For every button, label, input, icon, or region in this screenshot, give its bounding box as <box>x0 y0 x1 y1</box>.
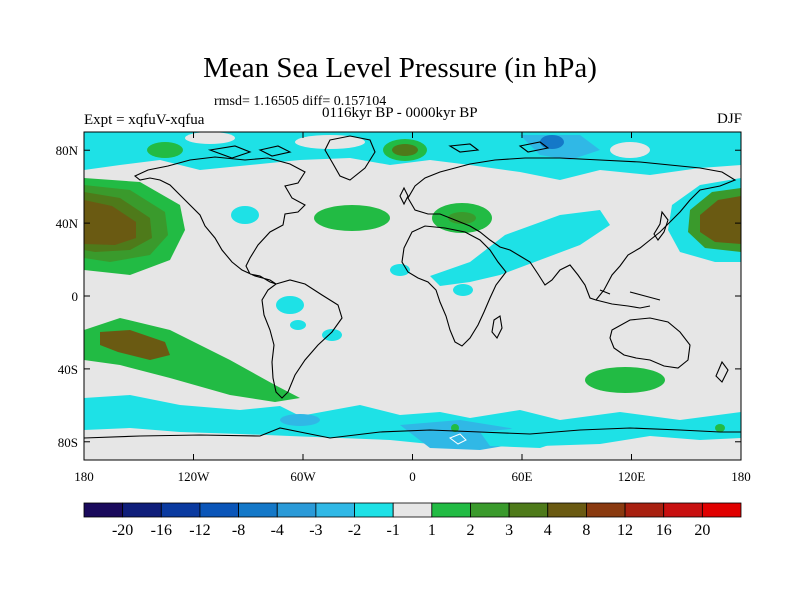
coastline-greenland <box>324 135 376 181</box>
coastline-eurasia <box>407 157 737 301</box>
colorbar-label: 8 <box>582 522 590 539</box>
colorbar-label: 3 <box>505 522 513 539</box>
experiment-label: Expt = xqfuV-xqfua <box>84 112 205 128</box>
lon-tick-label: 120W <box>178 469 211 484</box>
colorbar-label: -20 <box>112 522 133 539</box>
lat-tick-label: 80N <box>56 143 79 158</box>
colorbar-swatch <box>160 502 201 518</box>
colorbar-label: -2 <box>348 522 361 539</box>
lat-tick-label: 40S <box>58 362 78 377</box>
coastline-africa <box>401 225 507 347</box>
lat-tick-label: 80S <box>58 435 78 450</box>
anomaly-region-north-pacific-east <box>668 178 741 262</box>
colorbar-swatch <box>547 502 587 518</box>
colorbar: -20 -16 -12 -8 -4 -3 -2 -1 1 2 3 4 8 12 16 20 <box>83 502 742 539</box>
coastline-antarctica <box>84 427 741 439</box>
colorbar-swatch <box>315 502 355 518</box>
lon-tick-label: 60E <box>512 469 533 484</box>
anomaly-region-south-indian <box>585 367 665 393</box>
anomaly-region-north-pacific-west <box>84 178 185 275</box>
coastline-south-america <box>261 279 343 399</box>
lon-tick-label: 120E <box>618 469 646 484</box>
colorbar-swatch <box>624 502 665 518</box>
map-title: Mean Sea Level Pressure (in hPa) <box>203 52 597 84</box>
rmsd-diff-stats: rmsd= 1.16505 diff= 0.157104 <box>214 94 387 109</box>
lat-tick-label: 40N <box>56 216 79 231</box>
season-label: DJF <box>716 111 742 127</box>
colorbar-label: -16 <box>151 522 172 539</box>
anomaly-region-south-pacific <box>84 318 300 402</box>
lat-tick-label: 0 <box>72 289 79 304</box>
colorbar-label: 16 <box>656 522 672 539</box>
colorbar-swatch <box>276 502 317 518</box>
colorbar-swatch <box>354 502 394 518</box>
colorbar-swatch <box>508 502 549 518</box>
colorbar-swatch <box>586 502 626 518</box>
colorbar-swatch <box>470 502 510 518</box>
time-period-label: 0116kyr BP - 0000kyr BP <box>322 105 478 121</box>
colorbar-swatch <box>83 502 124 518</box>
map-plot-area <box>84 132 741 460</box>
lon-tick-label: 180 <box>74 469 94 484</box>
colorbar-swatch <box>663 502 703 518</box>
colorbar-label: 2 <box>466 522 474 539</box>
lon-tick-label: 60W <box>290 469 316 484</box>
coastline-north-america <box>133 156 306 285</box>
coastline-australia <box>609 317 691 369</box>
latitude-axis: 80N 40N 0 40S 80S <box>56 143 741 450</box>
colorbar-label: -1 <box>387 522 400 539</box>
lon-tick-label: 180 <box>731 469 751 484</box>
anomaly-region-north-atlantic <box>314 205 390 231</box>
colorbar-label: 20 <box>694 522 710 539</box>
colorbar-swatch <box>199 502 239 518</box>
anomaly-region-arctic <box>84 132 741 180</box>
colorbar-label: -12 <box>189 522 210 539</box>
colorbar-swatch <box>392 502 433 518</box>
colorbar-label: 12 <box>617 522 633 539</box>
colorbar-label: -8 <box>232 522 245 539</box>
anomaly-region-africa-asia <box>231 206 610 341</box>
lon-tick-label: 0 <box>409 469 416 484</box>
colorbar-swatch <box>701 502 742 518</box>
colorbar-swatch <box>431 502 471 518</box>
colorbar-swatch <box>238 502 278 518</box>
longitude-axis: 180 120W 60W 0 60E 120E 180 <box>74 132 751 484</box>
map-background <box>84 132 741 460</box>
colorbar-label: -4 <box>271 522 284 539</box>
colorbar-label: 1 <box>428 522 436 539</box>
colorbar-swatch <box>122 502 162 518</box>
coastlines <box>84 135 741 439</box>
colorbar-label: -3 <box>309 522 322 539</box>
colorbar-label: 4 <box>544 522 552 539</box>
